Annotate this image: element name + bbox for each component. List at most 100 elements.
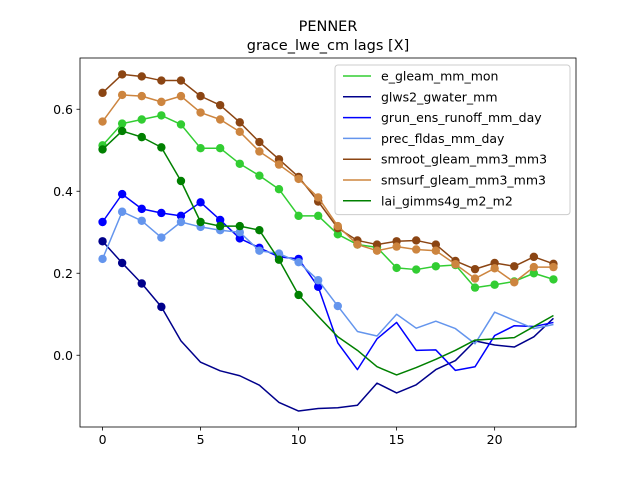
data-point (255, 226, 264, 235)
legend-entry: smsurf_gleam_mm3_mm3 (343, 173, 546, 188)
x-tick-label: 20 (487, 432, 503, 447)
data-point (196, 108, 205, 117)
data-point (510, 278, 519, 287)
data-point (117, 90, 127, 100)
data-point (529, 269, 539, 278)
data-point (98, 117, 107, 126)
data-point (313, 276, 323, 285)
data-point (137, 204, 146, 214)
data-point (313, 193, 323, 202)
data-point (98, 237, 107, 246)
legend-label: glws2_gwater_mm (381, 89, 498, 104)
series-lai_gimms4g_m2_m2 (98, 126, 554, 376)
series-glws2_gwater_mm (98, 237, 554, 412)
y-tick-label: 0.0 (53, 348, 73, 363)
data-point (137, 91, 146, 101)
data-point (157, 208, 166, 218)
data-point (412, 236, 421, 245)
data-point (235, 159, 244, 168)
legend-entry: e_gleam_mm_mon (343, 69, 498, 84)
legend-box (334, 64, 571, 216)
data-point (412, 265, 421, 274)
data-point (431, 262, 441, 271)
legend-label: e_gleam_mm_mon (381, 69, 498, 84)
data-point (529, 262, 539, 272)
legend-label: lai_gimms4g_m2_m2 (381, 193, 513, 208)
data-point (313, 282, 323, 291)
data-point (157, 143, 166, 152)
data-point (392, 263, 401, 273)
y-tick-label: 0.2 (53, 266, 73, 281)
data-point (294, 174, 303, 184)
data-point (157, 97, 166, 107)
series-smsurf_gleam_mm3_mm3 (98, 90, 558, 287)
data-point (510, 262, 519, 271)
legend-label: smroot_gleam_mm3_mm3 (381, 152, 547, 167)
data-point (294, 257, 303, 267)
data-point (176, 76, 186, 85)
data-point (372, 246, 382, 255)
data-point (215, 115, 225, 124)
data-point (196, 217, 205, 227)
legend-label: smsurf_gleam_mm3_mm3 (381, 173, 546, 188)
data-point (470, 264, 480, 274)
data-point (137, 72, 146, 81)
data-point (490, 280, 499, 289)
data-point (333, 221, 343, 231)
data-point (117, 126, 127, 136)
data-point (412, 245, 421, 254)
data-point (451, 260, 460, 269)
data-point (98, 217, 107, 227)
data-point (549, 275, 558, 284)
data-point (372, 240, 382, 249)
data-point (176, 211, 186, 221)
chart-title: PENNER (299, 19, 358, 35)
data-point (196, 144, 205, 153)
x-tick-label: 0 (99, 432, 107, 447)
data-point (176, 217, 186, 227)
data-point (490, 264, 499, 273)
chart-subtitle: grace_lwe_cm lags [X] (247, 38, 410, 54)
data-point (137, 279, 146, 288)
data-point (117, 189, 127, 199)
data-point (431, 246, 441, 255)
data-point (215, 221, 225, 231)
axes-frame (79, 57, 577, 428)
data-point (235, 127, 244, 136)
data-point (274, 255, 284, 264)
data-point (549, 262, 558, 272)
legend-entry: grun_ens_runoff_mm_day (343, 110, 542, 125)
data-point (157, 76, 166, 85)
data-point (529, 252, 539, 262)
data-point (255, 246, 264, 255)
x-tick-label: 15 (389, 432, 405, 447)
legend-entry: lai_gimms4g_m2_m2 (343, 193, 513, 208)
data-point (137, 115, 146, 124)
data-point (431, 240, 441, 249)
data-point (137, 132, 146, 142)
data-point (117, 70, 127, 79)
data-point (215, 144, 225, 153)
series-line (102, 130, 554, 376)
data-point (117, 119, 127, 128)
data-point (470, 274, 480, 283)
data-point (98, 254, 107, 264)
data-point (235, 234, 244, 243)
data-point (255, 137, 264, 147)
data-point (176, 176, 186, 186)
data-point (176, 91, 186, 101)
data-point (137, 216, 146, 225)
data-point (117, 207, 127, 216)
data-point (294, 211, 303, 221)
data-point (157, 233, 166, 242)
y-tick-label: 0.6 (53, 102, 73, 117)
data-point (313, 211, 323, 221)
x-tick-label: 5 (197, 432, 205, 447)
data-point (196, 198, 205, 207)
legend-entry: glws2_gwater_mm (343, 89, 498, 104)
data-point (255, 171, 264, 180)
data-point (215, 215, 225, 225)
x-tick-label: 10 (291, 432, 307, 447)
data-point (196, 91, 205, 101)
